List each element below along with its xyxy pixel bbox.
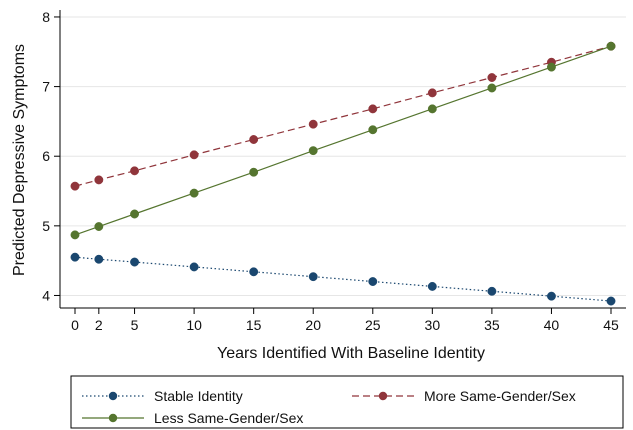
legend-box (70, 375, 624, 429)
data-point (130, 166, 140, 176)
x-tick-label: 0 (71, 317, 79, 333)
data-point (368, 277, 378, 286)
data-point (94, 222, 104, 231)
plot-series (70, 41, 616, 306)
x-tick-label: 40 (544, 317, 560, 333)
data-point (427, 104, 437, 114)
x-axis-title: Years Identified With Baseline Identity (217, 345, 485, 362)
legend-label: Less Same-Gender/Sex (154, 410, 303, 426)
data-point (94, 254, 104, 264)
data-point (308, 146, 318, 156)
x-tick-label: 15 (246, 317, 262, 333)
data-point (487, 83, 497, 93)
legend-marker (108, 391, 118, 401)
x-tick-label: 25 (365, 317, 381, 333)
data-point (487, 73, 497, 82)
data-point (94, 175, 104, 185)
data-point (130, 257, 140, 267)
data-point (368, 104, 378, 114)
data-point (189, 262, 199, 272)
series-0 (70, 252, 616, 306)
legend-marker (108, 413, 118, 423)
data-point (546, 62, 556, 72)
grid (60, 16, 626, 296)
data-point (70, 181, 80, 191)
data-point (606, 41, 616, 51)
data-point (70, 252, 80, 262)
y-tick-label: 7 (42, 79, 50, 95)
y-tick-label: 4 (42, 287, 50, 303)
x-tick-label: 5 (131, 317, 139, 333)
x-tick-label: 10 (186, 317, 202, 333)
data-point (189, 188, 199, 198)
data-point (249, 135, 259, 144)
data-point (308, 119, 318, 129)
x-tick-label: 45 (603, 317, 619, 333)
y-axis-title: Predicted Depressive Symptoms (11, 44, 28, 276)
data-point (427, 88, 437, 98)
legend-item: More Same-Gender/Sex (352, 388, 576, 404)
x-tick-label: 20 (305, 317, 321, 333)
legend: Stable Identity More Same-Gender/Sex Less … (70, 375, 624, 429)
x-tick-label: 35 (484, 317, 500, 333)
legend-marker (378, 391, 388, 401)
data-point (249, 167, 259, 177)
legend-label: More Same-Gender/Sex (424, 388, 576, 404)
data-point (606, 296, 616, 306)
x-tick-label: 2 (95, 317, 103, 333)
legend-item: Less Same-Gender/Sex (82, 410, 303, 426)
legend-label: Stable Identity (154, 388, 243, 404)
y-tick-label: 5 (42, 218, 50, 234)
data-point (308, 272, 318, 282)
data-point (189, 150, 199, 160)
y-tick-label: 8 (42, 9, 50, 25)
data-point (130, 209, 140, 219)
data-point (487, 286, 497, 296)
data-point (70, 230, 80, 240)
data-point (427, 281, 437, 291)
data-point (249, 267, 259, 277)
legend-item: Stable Identity (82, 388, 243, 404)
data-point (368, 125, 378, 135)
series-2 (70, 41, 616, 240)
y-tick-label: 6 (42, 148, 50, 164)
x-tick-label: 30 (425, 317, 441, 333)
data-point (546, 291, 556, 301)
